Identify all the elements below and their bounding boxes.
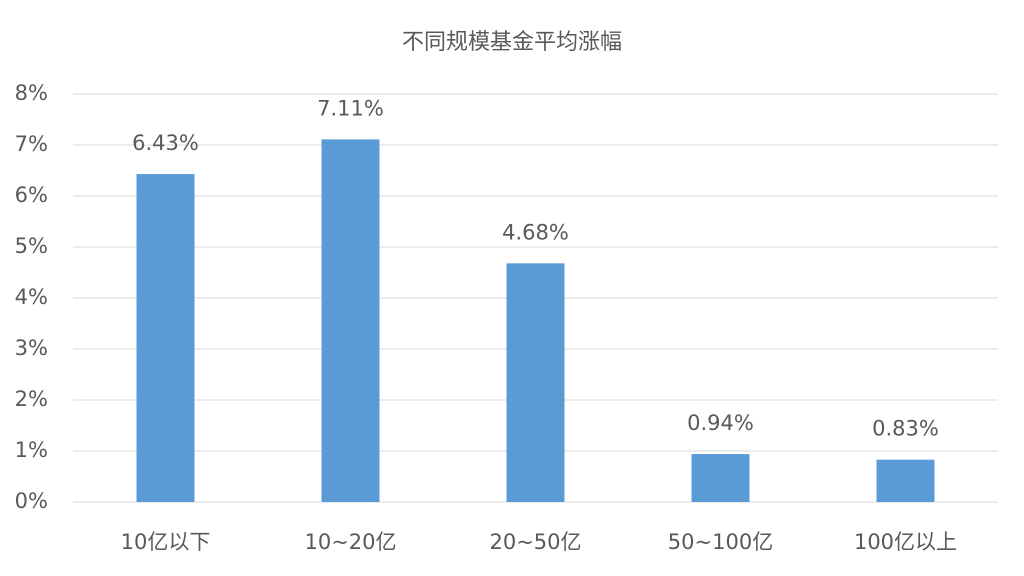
bar bbox=[506, 263, 565, 502]
value-label: 0.83% bbox=[872, 417, 939, 441]
x-tick-label: 100亿以上 bbox=[854, 530, 957, 554]
bar bbox=[321, 139, 380, 502]
x-tick-label: 10亿以下 bbox=[121, 530, 211, 554]
bar bbox=[691, 454, 750, 502]
bar bbox=[876, 459, 935, 502]
y-tick-label: 6% bbox=[15, 183, 48, 207]
y-tick-label: 5% bbox=[15, 234, 48, 258]
x-tick-label: 10~20亿 bbox=[304, 530, 396, 554]
bar bbox=[136, 174, 195, 502]
chart-title: 不同规模基金平均涨幅 bbox=[402, 30, 622, 55]
value-label: 7.11% bbox=[317, 96, 384, 120]
y-tick-label: 4% bbox=[15, 285, 48, 309]
x-tick-label: 20~50亿 bbox=[489, 530, 581, 554]
y-tick-label: 7% bbox=[15, 132, 48, 156]
y-tick-label: 8% bbox=[15, 81, 48, 105]
value-label: 4.68% bbox=[502, 220, 569, 244]
y-tick-label: 0% bbox=[15, 489, 48, 513]
x-tick-label: 50~100亿 bbox=[668, 530, 773, 554]
value-label: 6.43% bbox=[132, 131, 199, 155]
y-tick-label: 2% bbox=[15, 387, 48, 411]
y-tick-label: 1% bbox=[15, 438, 48, 462]
y-tick-label: 3% bbox=[15, 336, 48, 360]
value-label: 0.94% bbox=[687, 411, 754, 435]
